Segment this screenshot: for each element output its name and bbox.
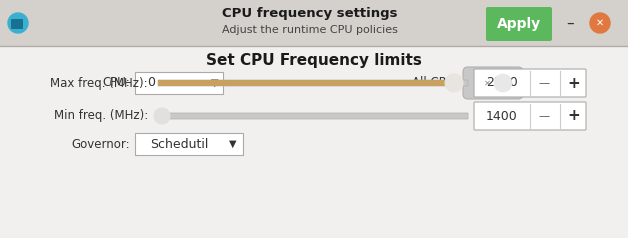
Text: Set CPU Frequency limits: Set CPU Frequency limits bbox=[206, 54, 422, 69]
Text: –: – bbox=[566, 15, 574, 30]
FancyBboxPatch shape bbox=[0, 0, 628, 46]
Circle shape bbox=[494, 74, 512, 92]
Text: —: — bbox=[538, 78, 550, 88]
Text: 2100: 2100 bbox=[486, 76, 518, 89]
Text: Apply: Apply bbox=[497, 17, 541, 31]
Text: CPU:: CPU: bbox=[102, 76, 130, 89]
FancyBboxPatch shape bbox=[474, 69, 586, 97]
FancyBboxPatch shape bbox=[135, 133, 243, 155]
Text: Schedutil: Schedutil bbox=[150, 138, 208, 150]
Text: Max freq. (MHz):: Max freq. (MHz): bbox=[50, 76, 148, 89]
Circle shape bbox=[445, 74, 463, 92]
Text: —: — bbox=[538, 111, 550, 121]
Text: Min freq. (MHz):: Min freq. (MHz): bbox=[54, 109, 148, 123]
Circle shape bbox=[154, 108, 170, 124]
FancyBboxPatch shape bbox=[11, 19, 23, 29]
FancyBboxPatch shape bbox=[486, 7, 552, 41]
Text: ✕: ✕ bbox=[484, 79, 490, 88]
Text: ▼: ▼ bbox=[229, 139, 237, 149]
FancyBboxPatch shape bbox=[158, 113, 468, 119]
Text: ✕: ✕ bbox=[596, 18, 604, 28]
FancyBboxPatch shape bbox=[474, 102, 586, 130]
Text: 1400: 1400 bbox=[486, 109, 518, 123]
Text: +: + bbox=[568, 75, 580, 90]
Circle shape bbox=[590, 13, 610, 33]
Text: ▼: ▼ bbox=[211, 78, 219, 88]
Text: 0: 0 bbox=[147, 76, 155, 89]
FancyBboxPatch shape bbox=[158, 80, 454, 86]
Text: CPU frequency settings: CPU frequency settings bbox=[222, 8, 398, 20]
FancyBboxPatch shape bbox=[463, 67, 523, 99]
FancyBboxPatch shape bbox=[158, 80, 468, 86]
FancyBboxPatch shape bbox=[135, 72, 223, 94]
Text: +: + bbox=[568, 109, 580, 124]
Text: All CPUs:: All CPUs: bbox=[411, 76, 464, 89]
FancyBboxPatch shape bbox=[0, 46, 628, 238]
Text: Adjust the runtime CPU policies: Adjust the runtime CPU policies bbox=[222, 25, 398, 35]
Circle shape bbox=[8, 13, 28, 33]
Text: Governor:: Governor: bbox=[72, 138, 130, 150]
